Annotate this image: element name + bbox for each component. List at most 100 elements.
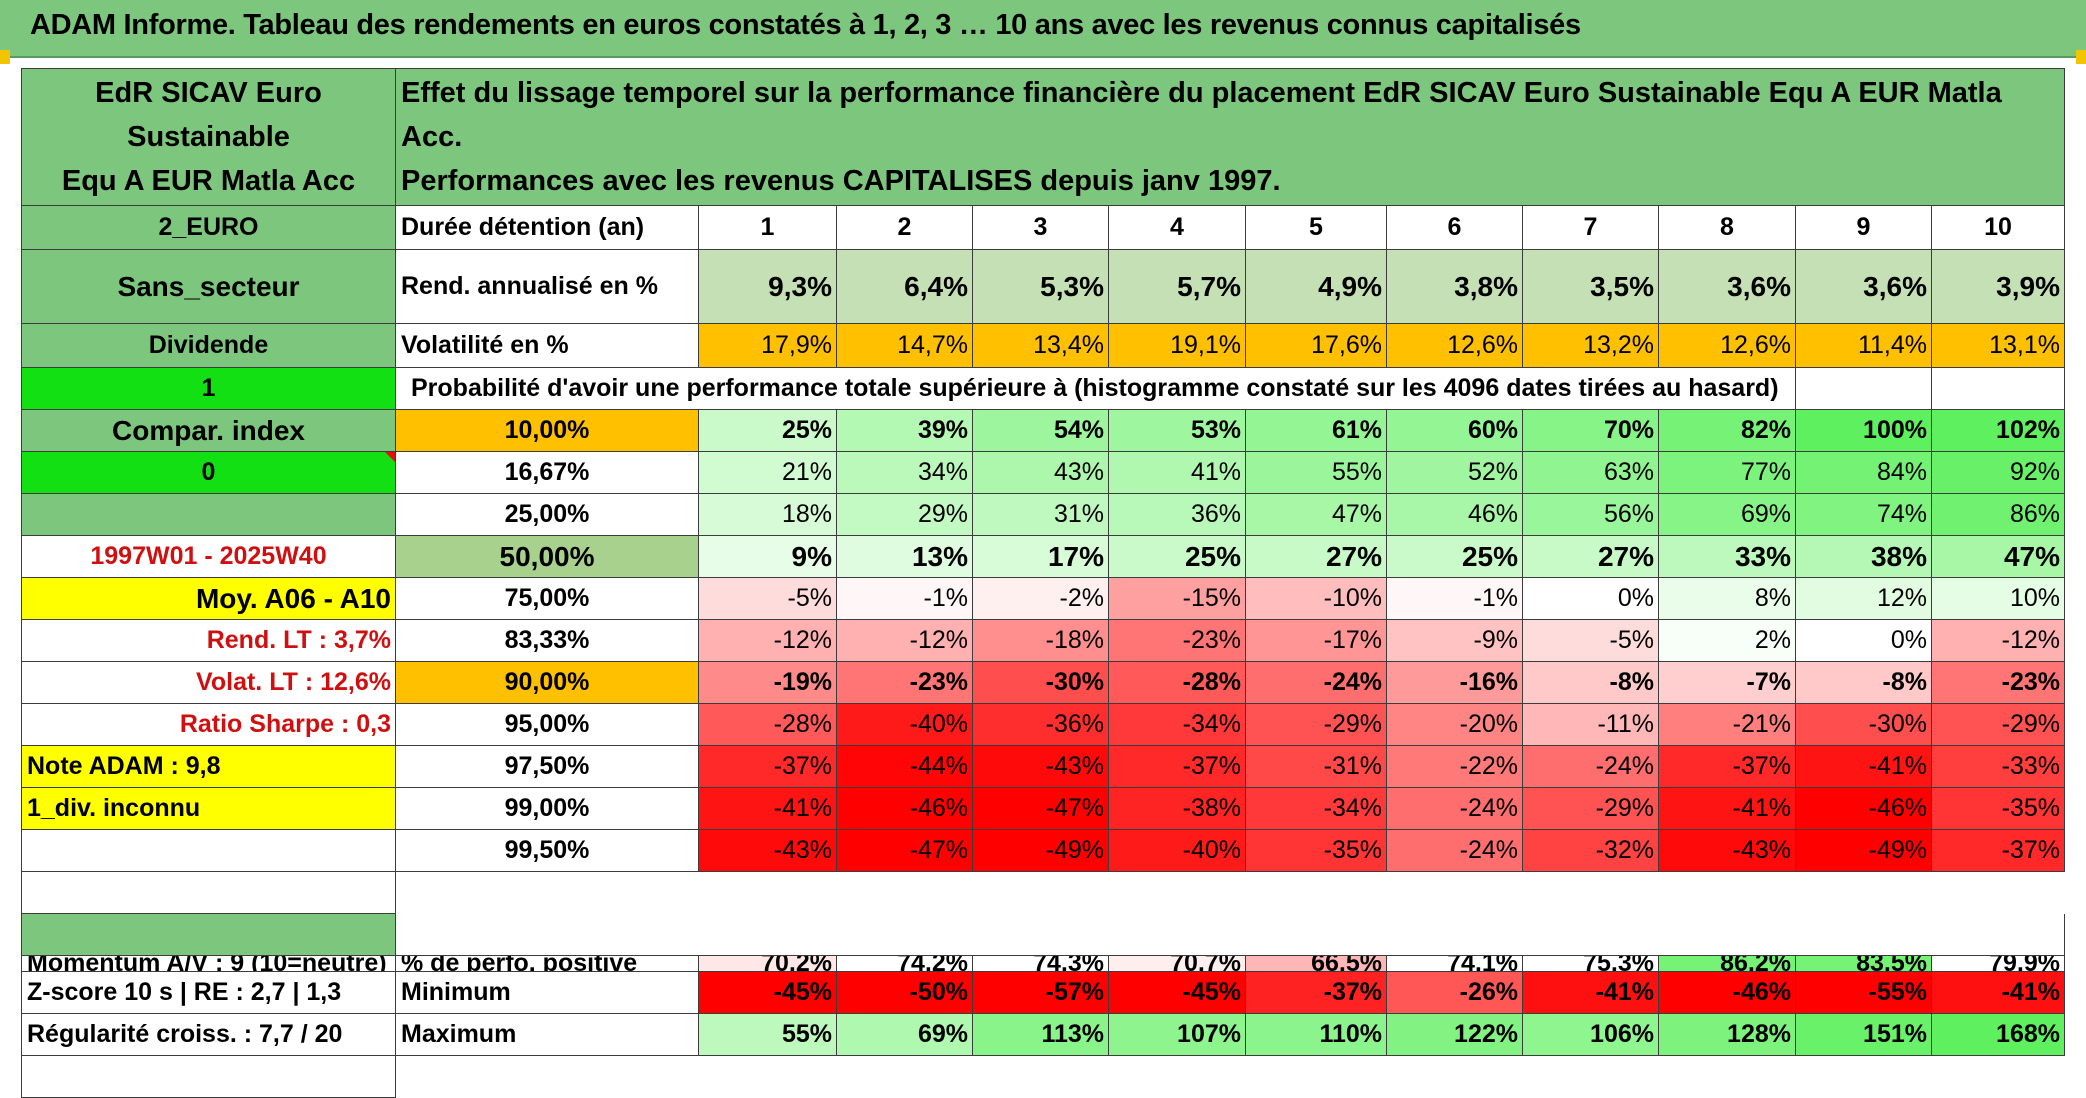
probability-value: 18% (699, 494, 837, 536)
probability-value: 63% (1523, 452, 1659, 494)
report-banner: ADAM Informe. Tableau des rendements en … (0, 0, 2086, 58)
probability-value: 27% (1523, 536, 1659, 578)
vol-value: 19,1% (1109, 324, 1246, 368)
stat-value: 151% (1796, 1014, 1932, 1056)
probability-value: -33% (1932, 746, 2065, 788)
probability-value: 25% (699, 410, 837, 452)
probability-value: 84% (1796, 452, 1932, 494)
stat-value: 122% (1387, 1014, 1523, 1056)
side-label: Rend. LT : 3,7% (22, 620, 396, 662)
probability-value: -24% (1523, 746, 1659, 788)
duration-header: 7 (1523, 206, 1659, 250)
probability-value: 0% (1796, 620, 1932, 662)
probability-value: -9% (1387, 620, 1523, 662)
probability-value: -49% (1796, 830, 1932, 872)
stat-label: Minimum (396, 972, 699, 1014)
probability-threshold: 16,67% (396, 452, 699, 494)
vol-value: 17,9% (699, 324, 837, 368)
probability-value: 34% (837, 452, 973, 494)
report-title: ADAM Informe. Tableau des rendements en … (30, 9, 1581, 41)
rend-value: 3,8% (1387, 250, 1523, 324)
duration-header: 3 (973, 206, 1109, 250)
side-label (22, 494, 396, 536)
description-line1: Effet du lissage temporel sur la perform… (401, 77, 2002, 153)
stat-value: 113% (973, 1014, 1109, 1056)
stat-value: 128% (1659, 1014, 1796, 1056)
returns-table: EdR SICAV Euro Sustainable Equ A EUR Matl… (21, 68, 2065, 1098)
stat-value: 70,2% (699, 956, 837, 972)
probability-value: -44% (837, 746, 973, 788)
probability-value: -12% (699, 620, 837, 662)
side-label: 1997W01 - 2025W40 (22, 536, 396, 578)
rend-value: 3,5% (1523, 250, 1659, 324)
probability-value: -20% (1387, 704, 1523, 746)
stat-value: 168% (1932, 1014, 2065, 1056)
side-label (22, 830, 396, 872)
duration-header: 9 (1796, 206, 1932, 250)
stat-label: Maximum (396, 1014, 699, 1056)
probability-value: -49% (973, 830, 1109, 872)
probability-value: 46% (1387, 494, 1523, 536)
probability-value: -29% (1932, 704, 2065, 746)
vol-value: 11,4% (1796, 324, 1932, 368)
probability-value: -17% (1246, 620, 1387, 662)
probability-value: 77% (1659, 452, 1796, 494)
rend-label: Rend. annualisé en % (396, 250, 699, 324)
probability-value: -23% (1109, 620, 1246, 662)
stat-value: -45% (1109, 972, 1246, 1014)
probability-value: 82% (1659, 410, 1796, 452)
vol-value: 13,1% (1932, 324, 2065, 368)
probability-value: -30% (1796, 704, 1932, 746)
description-line2: Performances avec les revenus CAPITALISE… (401, 165, 1281, 197)
spacer-cell (396, 914, 2065, 956)
probability-value: -22% (1387, 746, 1523, 788)
probability-value: -32% (1523, 830, 1659, 872)
probability-value: -5% (699, 578, 837, 620)
stat-label: % de perfo. positive (396, 956, 699, 972)
probability-value: 29% (837, 494, 973, 536)
side-label (22, 872, 396, 914)
probability-value: -37% (699, 746, 837, 788)
probability-value: -11% (1523, 704, 1659, 746)
probability-value: -37% (1659, 746, 1796, 788)
probability-value: -24% (1246, 662, 1387, 704)
rend-value: 6,4% (837, 250, 973, 324)
stat-value: 55% (699, 1014, 837, 1056)
fund-name-line1: EdR SICAV Euro Sustainable (95, 77, 322, 153)
probability-value: -2% (973, 578, 1109, 620)
probability-value: -35% (1932, 788, 2065, 830)
probability-value: -24% (1387, 788, 1523, 830)
corner-marker (0, 50, 10, 64)
vol-value: 14,7% (837, 324, 973, 368)
probability-value: -34% (1109, 704, 1246, 746)
probability-value: 38% (1796, 536, 1932, 578)
probability-value: -37% (1932, 830, 2065, 872)
durations-label: Durée détention (an) (396, 206, 699, 250)
probability-value: 52% (1387, 452, 1523, 494)
probability-value: -43% (973, 746, 1109, 788)
corner-marker (2076, 50, 2086, 64)
rend-value: 3,6% (1796, 250, 1932, 324)
vol-value: 17,6% (1246, 324, 1387, 368)
probability-value: -43% (1659, 830, 1796, 872)
probability-value: 56% (1523, 494, 1659, 536)
probability-threshold: 99,50% (396, 830, 699, 872)
stat-value: -37% (1246, 972, 1387, 1014)
probability-value: 69% (1659, 494, 1796, 536)
probability-value: 10% (1932, 578, 2065, 620)
probability-value: 21% (699, 452, 837, 494)
duration-header: 10 (1932, 206, 2065, 250)
probability-value: -18% (973, 620, 1109, 662)
probability-value: 41% (1109, 452, 1246, 494)
side-label: Ratio Sharpe : 0,3 (22, 704, 396, 746)
fund-name-line2: Equ A EUR Matla Acc (61, 165, 356, 197)
probability-threshold: 75,00% (396, 578, 699, 620)
side-label: Compar. index (22, 410, 396, 452)
probability-value: 92% (1932, 452, 2065, 494)
vol-value: 13,4% (973, 324, 1109, 368)
probability-value: -21% (1659, 704, 1796, 746)
probability-value: 60% (1387, 410, 1523, 452)
stat-value: -55% (1796, 972, 1932, 1014)
side-label: Régularité croiss. : 7,7 / 20 (22, 1014, 396, 1056)
probability-header: Probabilité d'avoir une performance tota… (396, 368, 1796, 410)
